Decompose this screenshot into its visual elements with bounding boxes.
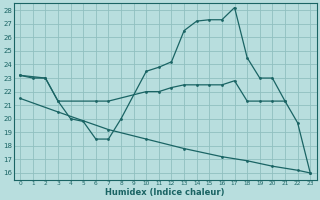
- X-axis label: Humidex (Indice chaleur): Humidex (Indice chaleur): [106, 188, 225, 197]
